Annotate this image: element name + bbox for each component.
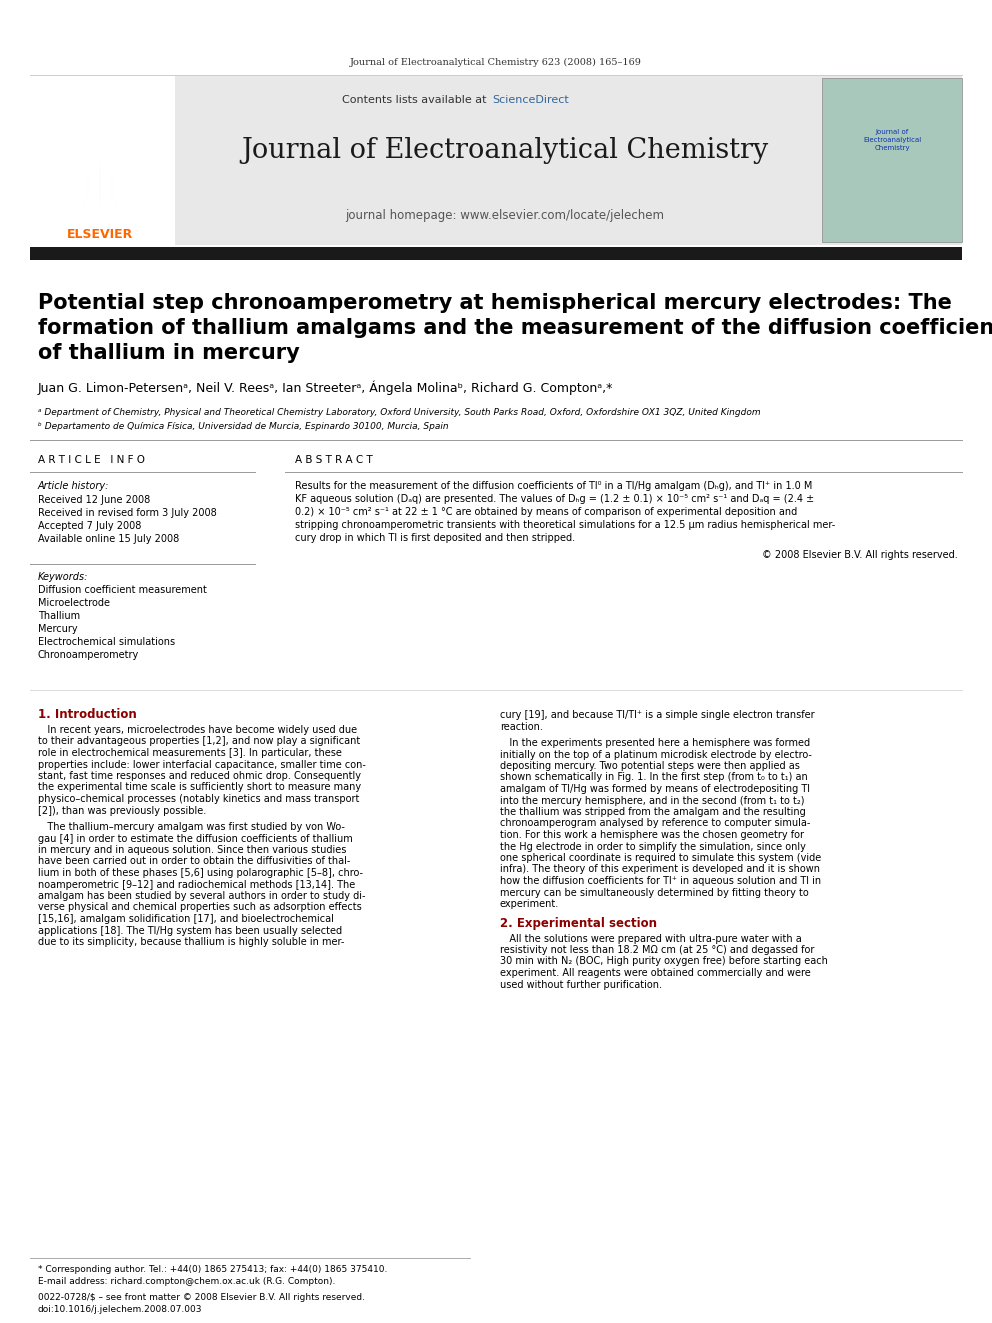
Text: 0.2) × 10⁻⁵ cm² s⁻¹ at 22 ± 1 °C are obtained by means of comparison of experime: 0.2) × 10⁻⁵ cm² s⁻¹ at 22 ± 1 °C are obt… (295, 507, 798, 517)
Text: have been carried out in order to obtain the diffusivities of thal-: have been carried out in order to obtain… (38, 856, 350, 867)
Text: formation of thallium amalgams and the measurement of the diffusion coefficient: formation of thallium amalgams and the m… (38, 318, 992, 337)
Text: 30 min with N₂ (BOC, High purity oxygen free) before starting each: 30 min with N₂ (BOC, High purity oxygen … (500, 957, 828, 967)
Text: chronoamperogram analysed by reference to computer simula-: chronoamperogram analysed by reference t… (500, 819, 810, 828)
Text: mercury can be simultaneously determined by fitting theory to: mercury can be simultaneously determined… (500, 888, 808, 897)
Text: reaction.: reaction. (500, 721, 543, 732)
Text: role in electrochemical measurements [3]. In particular, these: role in electrochemical measurements [3]… (38, 747, 342, 758)
Text: ELSEVIER: ELSEVIER (66, 229, 133, 242)
Text: The thallium–mercury amalgam was first studied by von Wo-: The thallium–mercury amalgam was first s… (38, 822, 345, 832)
Text: Thallium: Thallium (38, 611, 80, 620)
Text: amalgam has been studied by several authors in order to study di-: amalgam has been studied by several auth… (38, 890, 365, 901)
Text: Mercury: Mercury (38, 624, 77, 634)
Text: resistivity not less than 18.2 MΩ cm (at 25 °C) and degassed for: resistivity not less than 18.2 MΩ cm (at… (500, 945, 814, 955)
Text: one spherical coordinate is required to simulate this system (vide: one spherical coordinate is required to … (500, 853, 821, 863)
Text: Journal of Electroanalytical Chemistry: Journal of Electroanalytical Chemistry (241, 136, 769, 164)
Text: [2]), than was previously possible.: [2]), than was previously possible. (38, 806, 206, 815)
Text: ScienceDirect: ScienceDirect (492, 95, 568, 105)
Text: infra). The theory of this experiment is developed and it is shown: infra). The theory of this experiment is… (500, 864, 820, 875)
Text: A R T I C L E   I N F O: A R T I C L E I N F O (38, 455, 145, 464)
Text: In the experiments presented here a hemisphere was formed: In the experiments presented here a hemi… (500, 738, 810, 747)
Text: 1. Introduction: 1. Introduction (38, 709, 137, 721)
Text: cury [19], and because Tl/Tl⁺ is a simple single electron transfer: cury [19], and because Tl/Tl⁺ is a simpl… (500, 710, 814, 720)
Text: depositing mercury. Two potential steps were then applied as: depositing mercury. Two potential steps … (500, 761, 800, 771)
Text: Contents lists available at: Contents lists available at (342, 95, 490, 105)
Text: shown schematically in Fig. 1. In the first step (from t₀ to t₁) an: shown schematically in Fig. 1. In the fi… (500, 773, 807, 782)
Bar (30, 75, 962, 245)
Text: of thallium in mercury: of thallium in mercury (38, 343, 300, 363)
Text: Diffusion coefficient measurement: Diffusion coefficient measurement (38, 585, 207, 595)
Text: initially on the top of a platinum microdisk electrode by electro-: initially on the top of a platinum micro… (500, 750, 811, 759)
Text: to their advantageous properties [1,2], and now play a significant: to their advantageous properties [1,2], … (38, 737, 360, 746)
Text: amalgam of Tl/Hg was formed by means of electrodepositing Tl: amalgam of Tl/Hg was formed by means of … (500, 785, 810, 794)
Bar (30, 75, 175, 245)
Text: Results for the measurement of the diffusion coefficients of Tl⁰ in a Tl/Hg amal: Results for the measurement of the diffu… (295, 482, 812, 491)
Text: stant, fast time responses and reduced ohmic drop. Consequently: stant, fast time responses and reduced o… (38, 771, 361, 781)
Text: KF aqueous solution (Dₐq) are presented. The values of Dₕg = (1.2 ± 0.1) × 10⁻⁵ : KF aqueous solution (Dₐq) are presented.… (295, 493, 814, 504)
Text: stripping chronoamperometric transients with theoretical simulations for a 12.5 : stripping chronoamperometric transients … (295, 520, 835, 531)
Text: In recent years, microelectrodes have become widely used due: In recent years, microelectrodes have be… (38, 725, 357, 736)
Text: applications [18]. The Tl/Hg system has been usually selected: applications [18]. The Tl/Hg system has … (38, 926, 342, 935)
Text: due to its simplicity, because thallium is highly soluble in mer-: due to its simplicity, because thallium … (38, 937, 344, 947)
Text: properties include: lower interfacial capacitance, smaller time con-: properties include: lower interfacial ca… (38, 759, 366, 770)
Text: the thallium was stripped from the amalgam and the resulting: the thallium was stripped from the amalg… (500, 807, 806, 818)
Text: All the solutions were prepared with ultra-pure water with a: All the solutions were prepared with ult… (500, 934, 802, 943)
Text: Potential step chronoamperometry at hemispherical mercury electrodes: The: Potential step chronoamperometry at hemi… (38, 292, 952, 314)
Text: the experimental time scale is sufficiently short to measure many: the experimental time scale is sufficien… (38, 782, 361, 792)
Text: Available online 15 July 2008: Available online 15 July 2008 (38, 534, 180, 544)
Text: A B S T R A C T: A B S T R A C T (295, 455, 373, 464)
Text: [15,16], amalgam solidification [17], and bioelectrochemical: [15,16], amalgam solidification [17], an… (38, 914, 334, 923)
Text: in mercury and in aqueous solution. Since then various studies: in mercury and in aqueous solution. Sinc… (38, 845, 346, 855)
Text: 2. Experimental section: 2. Experimental section (500, 917, 657, 930)
Text: Article history:: Article history: (38, 482, 109, 491)
Text: into the mercury hemisphere, and in the second (from t₁ to t₂): into the mercury hemisphere, and in the … (500, 795, 805, 806)
Text: ᵃ Department of Chemistry, Physical and Theoretical Chemistry Laboratory, Oxford: ᵃ Department of Chemistry, Physical and … (38, 409, 761, 418)
Text: experiment. All reagents were obtained commercially and were: experiment. All reagents were obtained c… (500, 968, 810, 978)
Text: experiment.: experiment. (500, 900, 559, 909)
Text: ᵇ Departamento de Química Física, Universidad de Murcia, Espinardo 30100, Murcia: ᵇ Departamento de Química Física, Univer… (38, 422, 448, 430)
Text: Received 12 June 2008: Received 12 June 2008 (38, 495, 150, 505)
Text: E-mail address: richard.compton@chem.ox.ac.uk (R.G. Compton).: E-mail address: richard.compton@chem.ox.… (38, 1278, 335, 1286)
Text: * Corresponding author. Tel.: +44(0) 1865 275413; fax: +44(0) 1865 375410.: * Corresponding author. Tel.: +44(0) 186… (38, 1266, 387, 1274)
Text: verse physical and chemical properties such as adsorption effects: verse physical and chemical properties s… (38, 902, 362, 913)
Text: doi:10.1016/j.jelechem.2008.07.003: doi:10.1016/j.jelechem.2008.07.003 (38, 1304, 202, 1314)
Text: lium in both of these phases [5,6] using polarographic [5–8], chro-: lium in both of these phases [5,6] using… (38, 868, 363, 878)
Text: © 2008 Elsevier B.V. All rights reserved.: © 2008 Elsevier B.V. All rights reserved… (762, 550, 958, 560)
Text: Journal of Electroanalytical Chemistry 623 (2008) 165–169: Journal of Electroanalytical Chemistry 6… (350, 57, 642, 66)
Text: cury drop in which Tl is first deposited and then stripped.: cury drop in which Tl is first deposited… (295, 533, 575, 542)
Text: physico–chemical processes (notably kinetics and mass transport: physico–chemical processes (notably kine… (38, 794, 359, 804)
Text: Microelectrode: Microelectrode (38, 598, 110, 609)
Text: used without further purification.: used without further purification. (500, 979, 662, 990)
Text: the Hg electrode in order to simplify the simulation, since only: the Hg electrode in order to simplify th… (500, 841, 806, 852)
Text: noamperometric [9–12] and radiochemical methods [13,14]. The: noamperometric [9–12] and radiochemical … (38, 880, 355, 889)
Text: Juan G. Limon-Petersenᵃ, Neil V. Reesᵃ, Ian Streeterᵃ, Ángela Molinaᵇ, Richard G: Juan G. Limon-Petersenᵃ, Neil V. Reesᵃ, … (38, 381, 613, 396)
Text: Chronoamperometry: Chronoamperometry (38, 650, 139, 660)
Text: tion. For this work a hemisphere was the chosen geometry for: tion. For this work a hemisphere was the… (500, 830, 804, 840)
Bar (822, 78, 962, 242)
Text: journal homepage: www.elsevier.com/locate/jelechem: journal homepage: www.elsevier.com/locat… (345, 209, 665, 221)
Text: Journal of
Electroanalytical
Chemistry: Journal of Electroanalytical Chemistry (863, 130, 922, 151)
Text: Electrochemical simulations: Electrochemical simulations (38, 636, 176, 647)
Text: 0022-0728/$ – see front matter © 2008 Elsevier B.V. All rights reserved.: 0022-0728/$ – see front matter © 2008 El… (38, 1294, 365, 1303)
Text: Keywords:: Keywords: (38, 572, 88, 582)
Text: gau [4] in order to estimate the diffusion coefficients of thallium: gau [4] in order to estimate the diffusi… (38, 833, 353, 844)
Text: how the diffusion coefficients for Tl⁺ in aqueous solution and Tl in: how the diffusion coefficients for Tl⁺ i… (500, 876, 821, 886)
Text: Received in revised form 3 July 2008: Received in revised form 3 July 2008 (38, 508, 216, 519)
Bar (30, 247, 962, 261)
Text: Accepted 7 July 2008: Accepted 7 July 2008 (38, 521, 142, 531)
